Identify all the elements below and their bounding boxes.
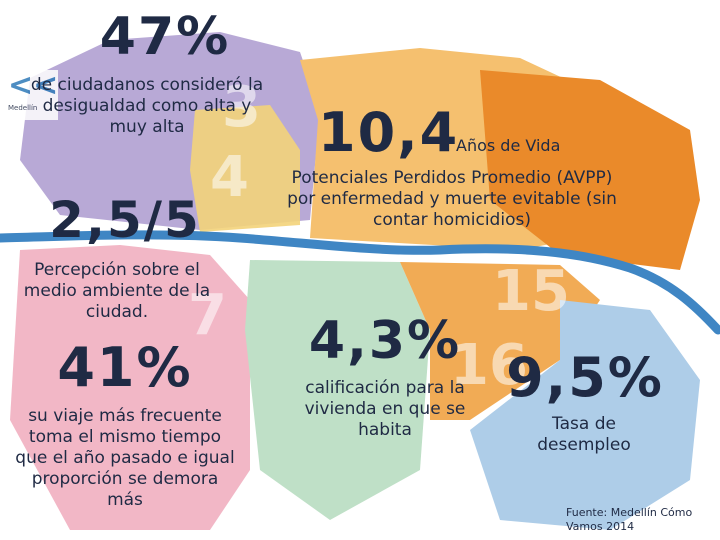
stat-1-value: 47% [99,7,231,67]
zone-southwest [10,245,250,530]
logo-small-text: Medellín [8,104,38,112]
stat-4-text: su viaje más frecuente toma el mismo tie… [15,406,235,510]
district-number-15: 15 [492,259,570,324]
stat-3-text: Percepción sobre el medio ambiente de la… [23,260,211,322]
district-number-16: 16 [450,333,528,398]
zone-far-northeast [480,70,700,270]
stat-6-text: Tasa de desempleo [537,414,631,455]
zone-southeast [400,262,600,420]
river [0,230,720,335]
zone-center-north [190,105,300,232]
stat-2-unit: Años de Vida [456,136,561,155]
logo: << Medellín [6,68,59,120]
source-note: Fuente: Medellín Cómo Vamos 2014 [566,506,693,533]
stat-5-value: 4,3% [308,311,462,371]
district-number-4: 4 [210,145,249,210]
stat-4-value: 41% [57,336,193,399]
district-number-3: 3 [222,75,261,140]
stat-3-value: 2,5/5 [49,191,201,249]
stat-6-value: 9,5% [506,346,664,409]
stat-1-text: de ciudadanos consideró la desigualdad c… [30,75,264,137]
stat-2-value: 10,4 [318,101,460,164]
zone-far-southeast [470,300,700,530]
stat-2-text: Potenciales Perdidos Promedio (AVPP) por… [287,168,617,230]
district-number-7: 7 [188,283,227,348]
logo-mark: << [8,68,59,103]
zone-south-center [245,260,430,520]
stat-5-text: calificación para la vivienda en que se … [304,378,466,440]
